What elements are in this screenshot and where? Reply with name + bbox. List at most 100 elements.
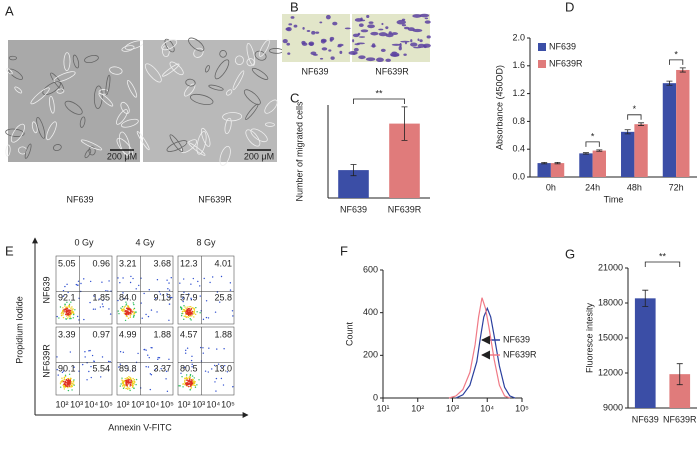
event-dot <box>132 308 135 311</box>
event-dot <box>62 314 64 316</box>
event-dot <box>72 317 75 319</box>
cell <box>126 79 138 98</box>
legend-swatch <box>538 43 546 51</box>
y-tick-label: 9000 <box>603 402 623 412</box>
cell <box>352 33 360 38</box>
x-tick-label: 10³ <box>192 399 205 409</box>
event-dot <box>61 311 63 314</box>
event-dot <box>125 313 127 316</box>
quadrant-value: 4.57 <box>180 329 198 339</box>
cell <box>354 43 360 46</box>
event-dot <box>89 280 92 283</box>
event-dot <box>123 380 126 383</box>
cell <box>214 59 230 80</box>
event-dot <box>215 390 217 392</box>
event-dot <box>181 375 183 378</box>
event-dot <box>149 373 152 375</box>
cell <box>42 81 61 96</box>
significance-label: * <box>633 104 637 114</box>
y-tick-label: 600 <box>363 264 378 274</box>
event-dot <box>140 302 142 304</box>
event-dot <box>88 350 90 352</box>
cell <box>422 43 431 48</box>
event-dot <box>120 307 122 309</box>
event-dot <box>63 311 65 313</box>
y-tick-label: 2.0 <box>512 32 525 42</box>
event-dot <box>180 372 182 374</box>
event-dot <box>183 291 185 293</box>
event-dot <box>182 278 185 280</box>
cell <box>358 23 364 27</box>
cell <box>250 128 268 143</box>
cell <box>183 83 196 97</box>
cell <box>282 39 288 44</box>
event-dot <box>184 377 187 380</box>
event-dot <box>89 349 91 352</box>
event-dot <box>127 369 129 371</box>
event-dot <box>128 376 130 378</box>
cell <box>321 47 328 51</box>
event-dot <box>154 368 156 371</box>
event-dot <box>77 280 80 282</box>
event-dot <box>190 283 192 285</box>
event-dot <box>183 318 185 321</box>
cell <box>399 42 402 48</box>
event-dot <box>93 295 95 297</box>
event-dot <box>193 377 195 379</box>
event-dot <box>67 310 69 313</box>
cell <box>219 145 231 166</box>
event-dot <box>192 383 195 385</box>
event-dot <box>205 300 208 302</box>
event-dot <box>184 380 186 383</box>
event-dot <box>190 305 192 308</box>
event-dot <box>66 379 68 382</box>
event-dot <box>71 385 74 388</box>
panel-letter: E <box>5 243 14 258</box>
event-dot <box>127 305 130 308</box>
cell <box>234 55 244 65</box>
event-dot <box>183 315 185 317</box>
event-dot <box>184 309 187 312</box>
cell <box>353 47 359 52</box>
event-dot <box>101 281 103 283</box>
event-dot <box>65 313 67 316</box>
event-dot <box>190 359 193 362</box>
quadrant-value: 0.96 <box>92 258 110 268</box>
cell <box>243 89 261 105</box>
cell <box>56 88 65 94</box>
event-dot <box>199 285 201 287</box>
event-dot <box>190 297 192 300</box>
event-dot <box>178 385 180 387</box>
event-dot <box>133 307 136 310</box>
x-tick-label: 10⁵ <box>515 403 529 413</box>
event-dot <box>64 305 66 307</box>
event-dot <box>143 292 145 295</box>
panel-letter: G <box>565 246 575 261</box>
event-dot <box>166 293 168 295</box>
event-dot <box>195 306 197 309</box>
cell <box>401 24 407 27</box>
quadrant-value: 12.3 <box>180 258 198 268</box>
event-dot <box>191 383 193 385</box>
event-dot <box>182 383 185 385</box>
event-dot <box>189 384 192 386</box>
event-dot <box>86 379 88 381</box>
bar <box>621 131 635 177</box>
event-dot <box>194 313 197 316</box>
event-dot <box>65 384 67 386</box>
event-dot <box>64 381 67 384</box>
quadrant-value: 4.01 <box>214 258 232 268</box>
event-dot <box>65 318 67 320</box>
cell <box>401 18 406 21</box>
x-tick-label: 10⁴ <box>145 399 159 409</box>
event-dot <box>66 382 68 384</box>
event-dot <box>133 315 135 317</box>
cell <box>352 39 355 43</box>
cell <box>219 50 227 58</box>
event-dot <box>199 312 201 314</box>
event-dot <box>191 315 193 317</box>
event-dot <box>129 311 131 314</box>
x-tick-label: 10⁴ <box>84 399 98 409</box>
event-dot <box>71 389 73 391</box>
cell <box>410 42 418 47</box>
